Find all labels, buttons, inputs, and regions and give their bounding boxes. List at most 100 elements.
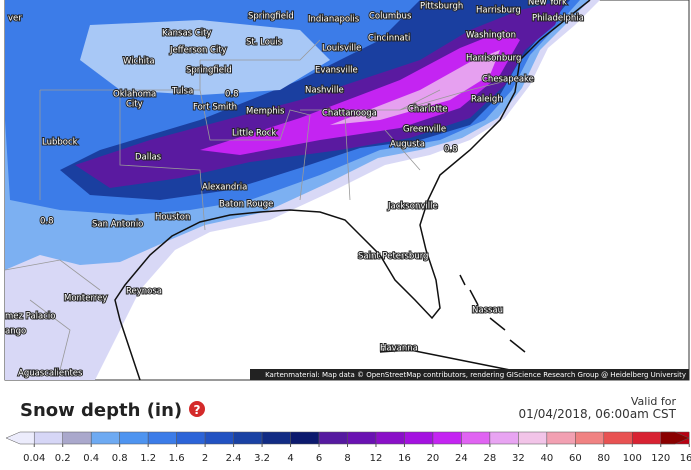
valid-label: Valid for — [631, 395, 677, 408]
city-label: Washington — [466, 31, 516, 41]
legend-tick-label: 0.8 — [112, 453, 128, 464]
help-icon[interactable] — [189, 401, 205, 417]
city-label: New York — [528, 0, 567, 8]
legend-swatch — [204, 431, 234, 445]
city-label: Philadelphia — [532, 14, 584, 24]
legend-swatch — [62, 431, 92, 445]
map-labels: ver Pittsburgh Harrisburg New York Philadelp… — [4, 0, 686, 380]
city-label: Evansville — [315, 66, 358, 76]
legend-swatch — [318, 431, 348, 445]
legend-swatch — [119, 431, 149, 445]
legend-tick-label: 28 — [484, 453, 497, 464]
contour-label: 0.8 — [40, 217, 54, 227]
legend-swatch — [575, 431, 605, 445]
city-label: City — [126, 100, 143, 110]
city-label: Aguascalientes — [18, 369, 83, 379]
legend-tick-label: 1.6 — [169, 453, 185, 464]
legend-swatch — [632, 431, 662, 445]
legend-swatch — [518, 431, 548, 445]
legend-tick-label: 32 — [512, 453, 525, 464]
legend-tick-label: 80 — [597, 453, 610, 464]
legend-tick-label: 40 — [540, 453, 553, 464]
legend-tick-label: 4 — [287, 453, 293, 464]
attribution-bar — [250, 369, 689, 380]
legend-swatch — [5, 431, 35, 445]
city-label: Havanna — [380, 344, 418, 354]
city-label: Harrisburg — [476, 6, 521, 16]
snow-pink — [330, 50, 500, 125]
city-label: Alexandria — [202, 183, 247, 193]
city-label: Chesapeake — [482, 75, 534, 85]
legend-tick-label: 2 — [202, 453, 208, 464]
city-label: Dallas — [135, 153, 162, 163]
city-label: Saint Petersburg — [358, 252, 428, 262]
city-label: Houston — [155, 213, 190, 223]
city-label: Chattanooga — [322, 109, 377, 119]
city-label: Little Rock — [232, 129, 276, 139]
city-label: Charlotte — [408, 105, 447, 115]
legend-tick-label: 100 — [623, 453, 642, 464]
city-label: Oklahoma — [113, 90, 156, 100]
city-label: Indianapolis — [308, 15, 360, 25]
legend-swatch — [33, 431, 63, 445]
city-label: ango — [5, 327, 26, 337]
legend-tick-label: 0.4 — [83, 453, 99, 464]
city-label: Pittsburgh — [420, 2, 463, 12]
map — [4, 0, 690, 381]
legend-tick-label: 160 — [680, 453, 691, 464]
city-label: St. Louis — [246, 38, 283, 48]
legend-swatch — [461, 431, 491, 445]
snow-magenta — [200, 30, 520, 155]
city-label: Nassau — [472, 306, 503, 316]
city-label: Jacksonville — [387, 202, 438, 212]
legend-tick-label: 12 — [370, 453, 383, 464]
legend-swatch — [233, 431, 263, 445]
legend-swatch — [147, 431, 177, 445]
coastline — [114, 0, 591, 381]
legend-tick-label: 1.2 — [140, 453, 156, 464]
legend-tick-label: 3.2 — [254, 453, 270, 464]
contour-label: 0.8 — [225, 90, 239, 100]
legend-title: Snow depth (in) — [20, 400, 182, 421]
city-label: Louisville — [322, 44, 361, 54]
city-label: Harrisonburg — [466, 54, 521, 64]
valid-time: 01/04/2018, 06:00am CST — [518, 407, 676, 421]
legend-tick-label: 120 — [651, 453, 670, 464]
city-label: San Antonio — [92, 220, 143, 230]
legend-swatch — [261, 431, 291, 445]
city-label: Memphis — [246, 107, 285, 117]
legend-tick-label: 0.04 — [23, 453, 45, 464]
legend-swatch — [290, 431, 320, 445]
city-label: Fort Smith — [193, 103, 237, 113]
city-label: Wichita — [123, 57, 155, 67]
city-label: Tulsa — [171, 87, 193, 97]
state-borders — [4, 39, 511, 371]
legend-swatch — [489, 431, 519, 445]
city-label: Raleigh — [471, 95, 503, 105]
legend-tick-label: 6 — [316, 453, 322, 464]
legend-tick-label: 0.2 — [55, 453, 71, 464]
legend-swatch — [660, 431, 690, 445]
city-label: Nashville — [305, 86, 344, 96]
snow-purple — [75, 0, 565, 188]
help-icon-glyph: ? — [194, 403, 201, 417]
city-label: mez Palacio — [5, 312, 55, 322]
legend-swatch — [176, 431, 206, 445]
legend-swatch — [603, 431, 633, 445]
snow-light-inner — [80, 20, 330, 95]
legend-swatch — [90, 431, 120, 445]
legend-tick-label: 24 — [455, 453, 468, 464]
legend-swatch — [375, 431, 405, 445]
city-label: Greenville — [403, 125, 446, 135]
city-label: Cincinnati — [368, 34, 410, 44]
city-label: Lubbock — [42, 138, 78, 148]
legend-tick-label: 8 — [344, 453, 350, 464]
legend-tick-label: 20 — [427, 453, 440, 464]
city-label: Springfield — [248, 12, 294, 22]
city-label: Monterrey — [64, 294, 107, 304]
city-label: Jefferson City — [169, 46, 227, 56]
city-label: Augusta — [390, 140, 425, 150]
city-label: Kansas City — [162, 29, 211, 39]
